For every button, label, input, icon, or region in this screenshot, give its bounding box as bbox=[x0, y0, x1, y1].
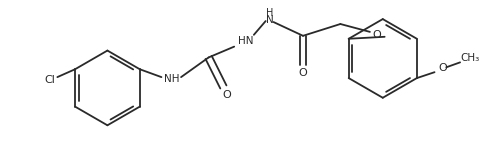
Text: HN: HN bbox=[238, 36, 254, 46]
Text: N: N bbox=[266, 15, 274, 25]
Text: Cl: Cl bbox=[44, 75, 55, 85]
Text: O: O bbox=[372, 30, 381, 40]
Text: O: O bbox=[299, 68, 308, 78]
Text: CH₃: CH₃ bbox=[460, 53, 479, 63]
Text: O: O bbox=[222, 90, 230, 100]
Text: O: O bbox=[438, 63, 447, 73]
Text: H: H bbox=[266, 8, 273, 18]
Text: NH: NH bbox=[164, 74, 180, 84]
